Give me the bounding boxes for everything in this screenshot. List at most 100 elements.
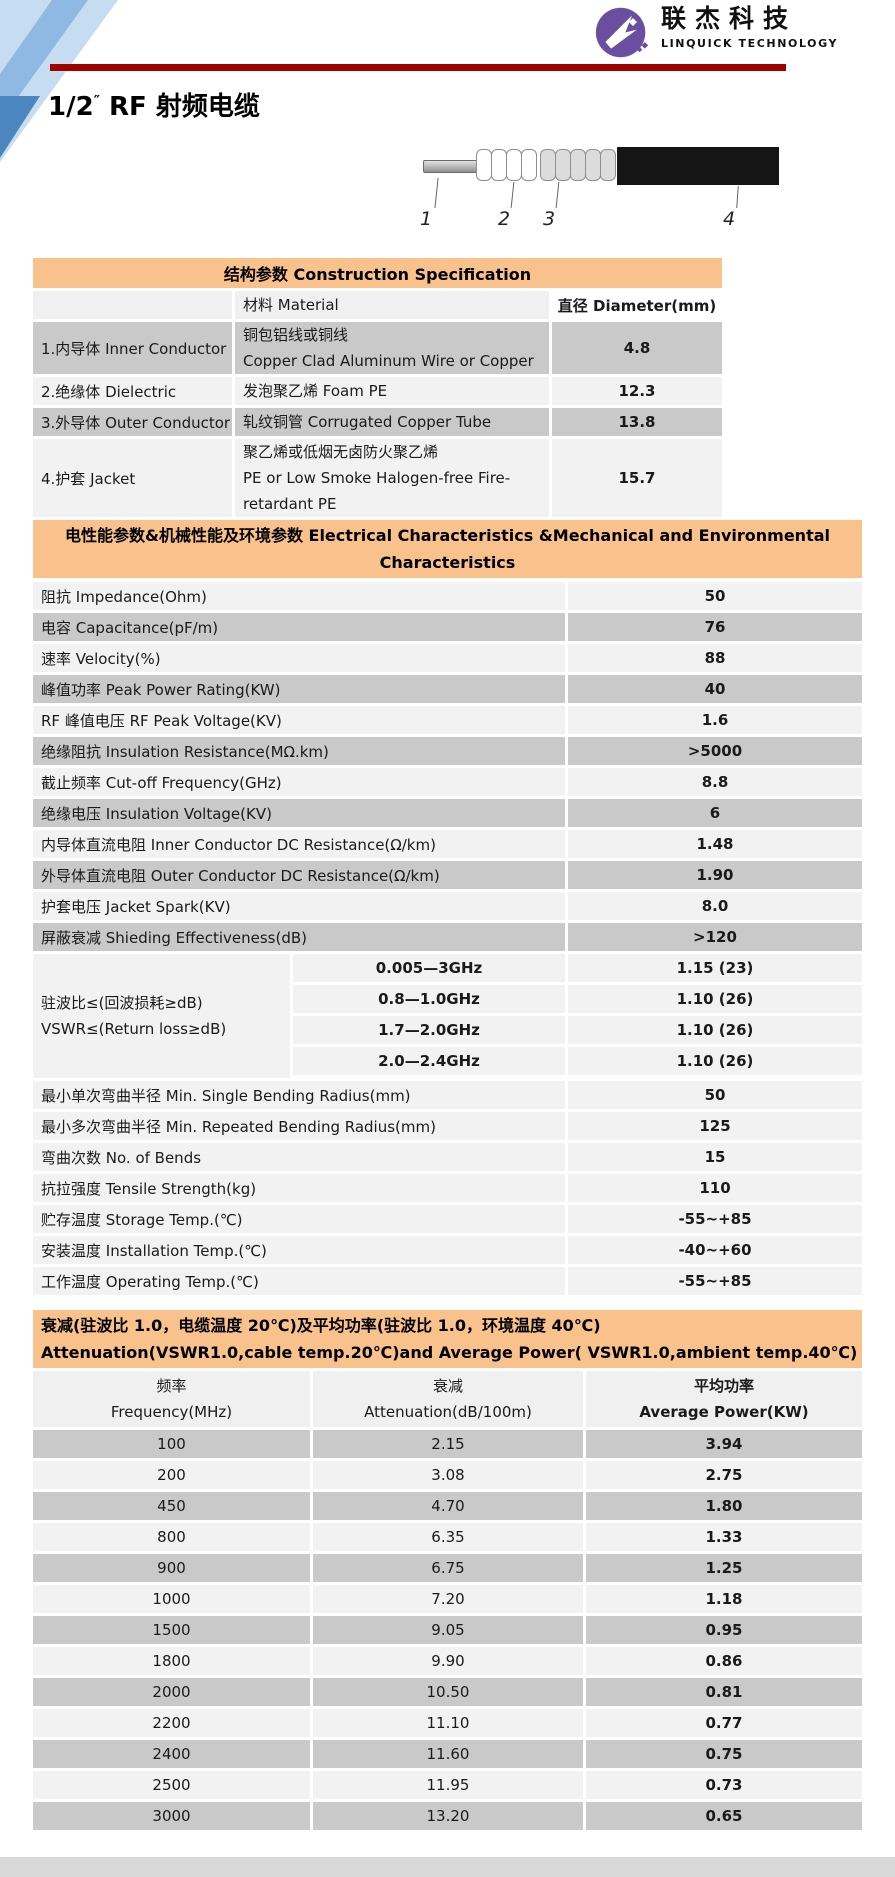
mechanical-row: 弯曲次数 No. of Bends 15	[33, 1143, 862, 1171]
part-diameter: 13.8	[552, 408, 722, 436]
frequency-column-header: 频率 Frequency(MHz)	[33, 1371, 310, 1427]
frequency-value: 2500	[33, 1771, 310, 1799]
electrical-table-title: 电性能参数&机械性能及环境参数 Electrical Characteristi…	[33, 520, 862, 578]
parameter-label: 弯曲次数 No. of Bends	[33, 1143, 565, 1171]
vswr-frequency-range: 1.7—2.0GHz	[293, 1016, 565, 1044]
material-cn: 发泡聚乙烯 Foam PE	[243, 382, 388, 400]
attenuation-row: 1800 9.90 0.86	[33, 1647, 862, 1675]
average-power-value: 1.18	[586, 1585, 862, 1613]
electrical-title-line2: Characteristics	[379, 553, 516, 572]
attenuation-row: 2000 10.50 0.81	[33, 1678, 862, 1706]
construction-header-blank	[33, 291, 232, 319]
attenuation-row: 200 3.08 2.75	[33, 1461, 862, 1489]
leader-line	[434, 178, 439, 208]
parameter-value: >5000	[568, 737, 862, 765]
attenuation-value: 6.75	[313, 1554, 583, 1582]
attenuation-header-row: 频率 Frequency(MHz) 衰减 Attenuation(dB/100m…	[33, 1371, 862, 1427]
frequency-value: 800	[33, 1523, 310, 1551]
construction-rows: 1.内导体 Inner Conductor 铜包铝线或铜线 Copper Cla…	[33, 322, 722, 517]
vswr-row: 2.0—2.4GHz 1.10 (26)	[293, 1047, 862, 1075]
attenuation-value: 9.05	[313, 1616, 583, 1644]
construction-header-row: 材料 Material 直径 Diameter(mm)	[33, 291, 722, 319]
electrical-row: 护套电压 Jacket Spark(KV) 8.0	[33, 892, 862, 920]
electrical-table: 电性能参数&机械性能及环境参数 Electrical Characteristi…	[33, 520, 862, 1298]
parameter-label: 速率 Velocity(%)	[33, 644, 565, 672]
leader-line	[736, 185, 739, 209]
title-unit: ″	[93, 93, 100, 110]
brand-logo: 联杰科技 LINQUICK TECHNOLOGY	[594, 4, 838, 61]
electrical-row: 截止频率 Cut-off Frequency(GHz) 8.8	[33, 768, 862, 796]
attenuation-title-cn: 衰减(驻波比 1.0，电缆温度 20℃)及平均功率(驻波比 1.0，环境温度 4…	[41, 1316, 601, 1335]
attenuation-row: 800 6.35 1.33	[33, 1523, 862, 1551]
electrical-title-line1: 电性能参数&机械性能及环境参数 Electrical Characteristi…	[64, 526, 831, 545]
figure-label-2: 2	[498, 208, 511, 230]
vswr-row: 1.7—2.0GHz 1.10 (26)	[293, 1016, 862, 1044]
part-diameter: 15.7	[552, 439, 722, 517]
mechanical-row: 安装温度 Installation Temp.(℃) -40~+60	[33, 1236, 862, 1264]
average-power-value: 0.86	[586, 1647, 862, 1675]
parameter-label: 峰值功率 Peak Power Rating(KW)	[33, 675, 565, 703]
frequency-value: 2000	[33, 1678, 310, 1706]
leader-line	[510, 182, 515, 208]
average-power-value: 0.81	[586, 1678, 862, 1706]
part-name: 3.外导体 Outer Conductor	[33, 408, 232, 436]
attenuation-table: 衰减(驻波比 1.0，电缆温度 20℃)及平均功率(驻波比 1.0，环境温度 4…	[33, 1310, 862, 1833]
vswr-rows: 0.005—3GHz 1.15 (23) 0.8—1.0GHz 1.10 (26…	[293, 954, 862, 1078]
attenuation-row: 450 4.70 1.80	[33, 1492, 862, 1520]
attenuation-value: 3.08	[313, 1461, 583, 1489]
parameter-label: 护套电压 Jacket Spark(KV)	[33, 892, 565, 920]
parameter-value: 15	[568, 1143, 862, 1171]
parameter-value: 40	[568, 675, 862, 703]
part-material: 聚乙烯或低烟无卤防火聚乙烯 PE or Low Smoke Halogen-fr…	[235, 439, 549, 517]
mechanical-row: 抗拉强度 Tensile Strength(kg) 110	[33, 1174, 862, 1202]
construction-header-material: 材料 Material	[235, 291, 549, 319]
brand-name-en: LINQUICK TECHNOLOGY	[661, 37, 839, 50]
material-cn: 铜包铝线或铜线	[243, 326, 349, 344]
attenuation-row: 2500 11.95 0.73	[33, 1771, 862, 1799]
attenuation-value: 2.15	[313, 1430, 583, 1458]
parameter-value: -55~+85	[568, 1205, 862, 1233]
frequency-value: 3000	[33, 1802, 310, 1830]
vswr-section: 驻波比≤(回波损耗≥dB) VSWR≤(Return loss≥dB) 0.00…	[33, 954, 862, 1078]
parameter-value: -40~+60	[568, 1236, 862, 1264]
vswr-row: 0.005—3GHz 1.15 (23)	[293, 954, 862, 982]
parameter-value: 88	[568, 644, 862, 672]
average-power-value: 0.73	[586, 1771, 862, 1799]
material-en: PE or Low Smoke Halogen-free Fire-retard…	[243, 469, 511, 513]
attenuation-value: 13.20	[313, 1802, 583, 1830]
attenuation-row: 2400 11.60 0.75	[33, 1740, 862, 1768]
electrical-row: RF 峰值电压 RF Peak Voltage(KV) 1.6	[33, 706, 862, 734]
frequency-value: 1800	[33, 1647, 310, 1675]
parameter-value: 50	[568, 1081, 862, 1109]
parameter-label: 外导体直流电阻 Outer Conductor DC Resistance(Ω/…	[33, 861, 565, 889]
parameter-label: 屏蔽衰减 Shieding Effectiveness(dB)	[33, 923, 565, 951]
attenuation-row: 2200 11.10 0.77	[33, 1709, 862, 1737]
parameter-value: 1.6	[568, 706, 862, 734]
average-power-column-header: 平均功率 Average Power(KW)	[586, 1371, 862, 1427]
parameter-label: 绝缘电压 Insulation Voltage(KV)	[33, 799, 565, 827]
figure-label-4: 4	[723, 208, 736, 230]
cable-jacket-figure	[617, 147, 779, 185]
attenuation-value: 11.95	[313, 1771, 583, 1799]
attenuation-value: 11.60	[313, 1740, 583, 1768]
cable-inner-conductor-figure	[423, 160, 480, 173]
parameter-value: 125	[568, 1112, 862, 1140]
parameter-value: 1.48	[568, 830, 862, 858]
mechanical-row: 最小多次弯曲半径 Min. Repeated Bending Radius(mm…	[33, 1112, 862, 1140]
parameter-value: 6	[568, 799, 862, 827]
frequency-value: 100	[33, 1430, 310, 1458]
frequency-value: 900	[33, 1554, 310, 1582]
attenuation-row: 3000 13.20 0.65	[33, 1802, 862, 1830]
brand-text: 联杰科技 LINQUICK TECHNOLOGY	[661, 4, 838, 50]
parameter-label: 绝缘阻抗 Insulation Resistance(MΩ.km)	[33, 737, 565, 765]
construction-row: 1.内导体 Inner Conductor 铜包铝线或铜线 Copper Cla…	[33, 322, 722, 374]
vswr-value: 1.10 (26)	[568, 1016, 862, 1044]
average-power-value: 0.65	[586, 1802, 862, 1830]
frequency-value: 2400	[33, 1740, 310, 1768]
electrical-row: 屏蔽衰减 Shieding Effectiveness(dB) >120	[33, 923, 862, 951]
parameter-label: 电容 Capacitance(pF/m)	[33, 613, 565, 641]
frequency-value: 2200	[33, 1709, 310, 1737]
attenuation-value: 4.70	[313, 1492, 583, 1520]
construction-header-diameter: 直径 Diameter(mm)	[552, 291, 722, 319]
electrical-row: 电容 Capacitance(pF/m) 76	[33, 613, 862, 641]
